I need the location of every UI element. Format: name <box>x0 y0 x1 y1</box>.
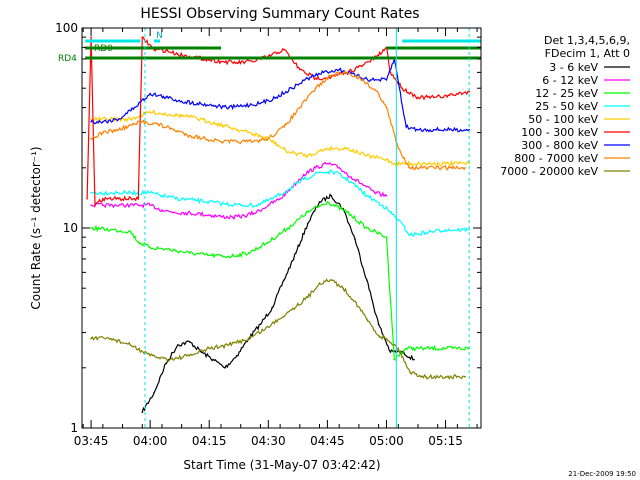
y-tick-label: 1 <box>70 421 78 435</box>
series-line <box>90 278 466 380</box>
series-line <box>90 109 470 168</box>
legend-label: 50 - 100 keV <box>528 113 598 126</box>
series-line <box>86 36 470 207</box>
x-axis-label: Start Time (31-May-07 03:42:42) <box>183 458 380 472</box>
legend: Det 1,3,4,5,6,9,FDecim 1, Att 03 - 6 keV… <box>500 34 630 178</box>
legend-label: 12 - 25 keV <box>535 87 598 100</box>
series-1 <box>141 193 415 414</box>
legend-header: FDecim 1, Att 0 <box>545 47 630 60</box>
series-7 <box>90 58 471 133</box>
x-tick-label: 04:45 <box>310 434 345 448</box>
series-line <box>141 193 415 413</box>
x-tick-label: 05:00 <box>369 434 404 448</box>
legend-label: 300 - 800 keV <box>521 139 598 152</box>
series-layer <box>86 36 471 414</box>
series-2 <box>90 161 388 221</box>
series-line <box>90 201 470 361</box>
axes: 03:45 04:00 04:15 04:30 04:45 05:00 05:15 1 10 10… <box>55 21 481 448</box>
x-tick-label: 03:45 <box>74 434 109 448</box>
chart-title: HESSI Observing Summary Count Rates <box>140 6 419 22</box>
legend-label: 800 - 7000 keV <box>514 152 598 165</box>
y-axis-label: Count Rate (s⁻¹ detector⁻¹) <box>29 146 43 309</box>
series-8 <box>90 70 467 171</box>
y-tick-label: 10 <box>63 221 78 235</box>
legend-label: 3 - 6 keV <box>549 61 598 74</box>
series-3 <box>90 201 471 361</box>
time-marker-label: RD4 <box>58 54 77 64</box>
x-tick-label: 04:00 <box>133 434 168 448</box>
series-line <box>90 169 470 238</box>
legend-label: 6 - 12 keV <box>542 74 598 87</box>
series-5 <box>90 109 471 168</box>
legend-label: 100 - 300 keV <box>521 126 598 139</box>
time-marker-label: RD0 <box>94 44 113 54</box>
series-line <box>90 70 466 171</box>
legend-header: Det 1,3,4,5,6,9, <box>544 34 630 47</box>
series-line <box>90 161 387 221</box>
series-line <box>90 58 470 133</box>
series-9 <box>90 278 467 380</box>
series-4 <box>90 169 471 238</box>
x-tick-label: 04:15 <box>192 434 227 448</box>
x-tick-label: 05:15 <box>428 434 463 448</box>
time-marker-label: N <box>156 31 163 41</box>
footer-date: 21-Dec-2009 19:50 <box>568 470 636 478</box>
time-marker-layer: RD0 RD4 N <box>58 28 481 428</box>
legend-label: 25 - 50 keV <box>535 100 598 113</box>
x-tick-label: 04:30 <box>251 434 286 448</box>
y-tick-label: 100 <box>55 21 78 35</box>
legend-label: 7000 - 20000 keV <box>500 165 598 178</box>
plot-frame <box>81 27 482 429</box>
